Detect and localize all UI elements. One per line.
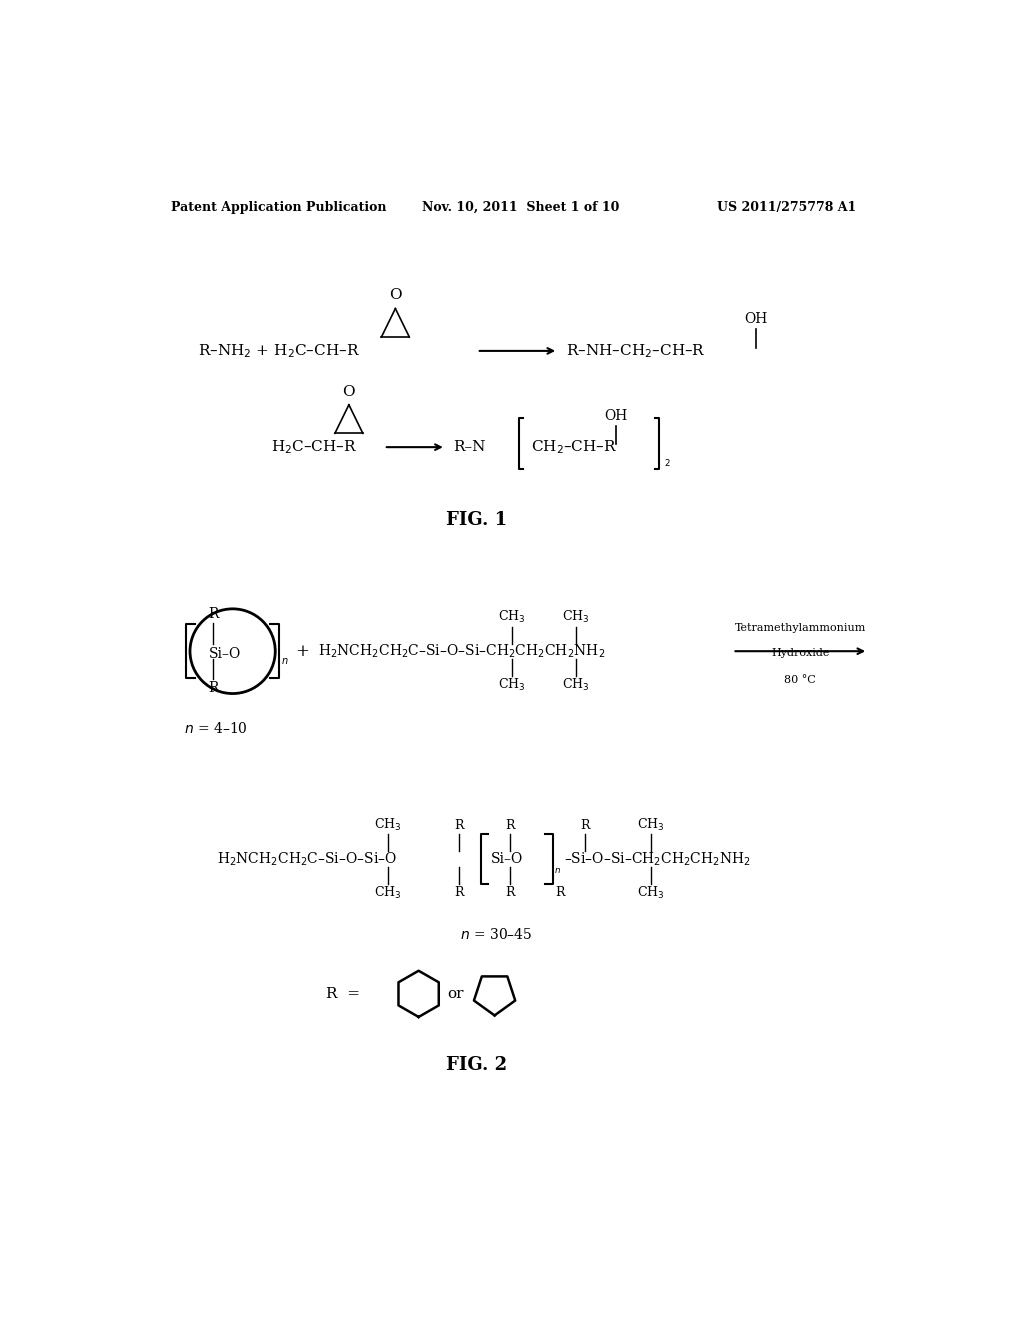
Text: OH: OH [604,409,628,424]
Text: $_2$: $_2$ [665,455,671,469]
Text: CH$_3$: CH$_3$ [498,610,525,626]
Text: CH$_3$: CH$_3$ [637,817,665,833]
Text: R: R [505,818,515,832]
Text: $_n$: $_n$ [554,863,561,876]
Text: Nov. 10, 2011  Sheet 1 of 10: Nov. 10, 2011 Sheet 1 of 10 [423,201,620,214]
Text: $n$ = 4–10: $n$ = 4–10 [183,721,248,735]
Text: $_n$: $_n$ [281,653,289,668]
Text: R: R [505,887,515,899]
Text: R: R [455,818,464,832]
Text: O: O [389,288,401,302]
Text: $n$ = 30–45: $n$ = 30–45 [460,927,532,942]
Text: R–N: R–N [454,440,485,454]
Text: CH$_2$–CH–R: CH$_2$–CH–R [531,438,617,455]
Text: FIG. 2: FIG. 2 [446,1056,507,1074]
Text: R  =: R = [326,987,359,1001]
Text: R: R [455,887,464,899]
Text: H$_2$NCH$_2$CH$_2$C–Si–O–Si–O: H$_2$NCH$_2$CH$_2$C–Si–O–Si–O [217,850,397,867]
Text: CH$_3$: CH$_3$ [374,884,401,902]
Text: or: or [446,987,463,1001]
Text: Si–O: Si–O [209,647,242,660]
Text: R: R [208,607,218,622]
Text: R–NH–CH$_2$–CH–R: R–NH–CH$_2$–CH–R [566,342,706,360]
Text: Tetramethylammonium: Tetramethylammonium [734,623,866,634]
Text: Si–O: Si–O [490,853,523,866]
Text: R: R [208,681,218,696]
Text: O: O [343,384,355,399]
Text: Hydroxide: Hydroxide [771,648,829,657]
Text: H$_2$NCH$_2$CH$_2$C–Si–O–Si–CH$_2$CH$_2$CH$_2$NH$_2$: H$_2$NCH$_2$CH$_2$C–Si–O–Si–CH$_2$CH$_2$… [317,643,605,660]
Text: R: R [581,818,590,832]
Text: CH$_3$: CH$_3$ [562,677,590,693]
Text: CH$_3$: CH$_3$ [637,884,665,902]
Text: FIG. 1: FIG. 1 [446,511,507,529]
Text: Patent Application Publication: Patent Application Publication [171,201,386,214]
Text: R–NH$_2$ + H$_2$C–CH–R: R–NH$_2$ + H$_2$C–CH–R [198,342,359,360]
Text: –Si–O–Si–CH$_2$CH$_2$CH$_2$NH$_2$: –Si–O–Si–CH$_2$CH$_2$CH$_2$NH$_2$ [563,850,751,867]
Text: R: R [556,887,565,899]
Text: H$_2$C–CH–R: H$_2$C–CH–R [271,438,357,455]
Text: US 2011/275778 A1: US 2011/275778 A1 [717,201,856,214]
Text: OH: OH [744,312,767,326]
Text: CH$_3$: CH$_3$ [374,817,401,833]
Text: CH$_3$: CH$_3$ [562,610,590,626]
Text: 80 °C: 80 °C [784,676,816,685]
Text: +: + [296,643,309,660]
Text: CH$_3$: CH$_3$ [498,677,525,693]
